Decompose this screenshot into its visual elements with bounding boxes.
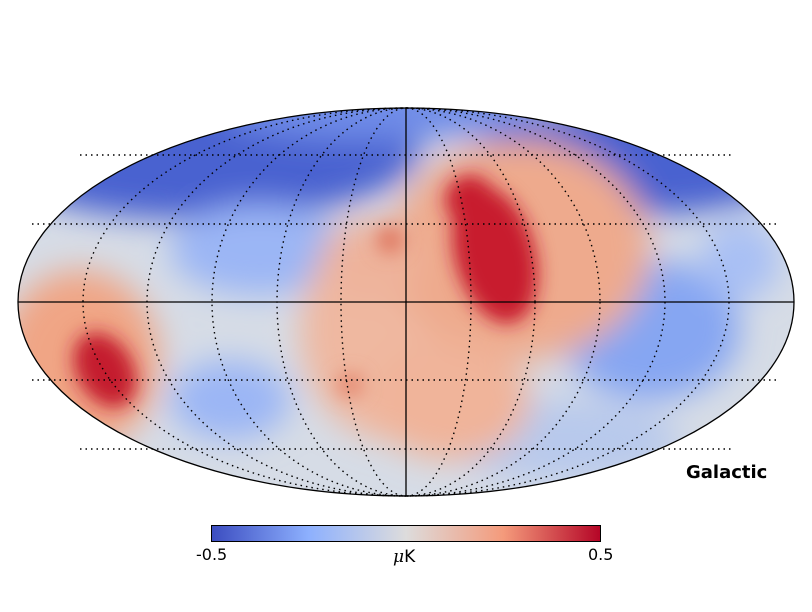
coordinate-system-label: Galactic: [686, 462, 768, 483]
unit-symbol: K: [404, 547, 416, 567]
colorbar-max-label: 0.5: [588, 545, 614, 564]
map-outline: [17, 107, 795, 497]
colorbar-gradient: [211, 525, 601, 542]
colorbar: [211, 525, 601, 542]
colorbar-min-label: -0.5: [196, 545, 228, 564]
unit-prefix: μ: [393, 547, 405, 567]
colorbar-unit-label: μK: [393, 547, 415, 567]
